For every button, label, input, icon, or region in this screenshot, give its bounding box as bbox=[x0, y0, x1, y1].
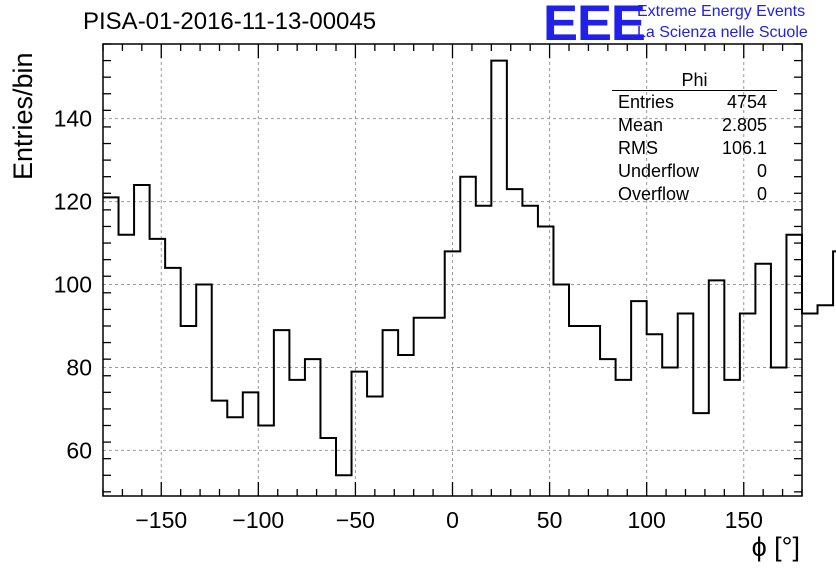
stats-label: Underflow bbox=[618, 161, 700, 181]
stats-value: 0 bbox=[756, 161, 767, 181]
histogram-bin bbox=[786, 235, 802, 496]
histogram-series bbox=[103, 59, 836, 477]
histogram-bin bbox=[134, 185, 150, 496]
stats-value: 2.805 bbox=[721, 115, 767, 135]
histogram-bin bbox=[212, 401, 228, 496]
logo-line-2: La Scienza nelle Scuole bbox=[637, 24, 808, 41]
histogram-bin bbox=[336, 475, 352, 496]
y-tick-label: 60 bbox=[66, 437, 92, 463]
stats-row: Mean 2.805 bbox=[612, 114, 777, 137]
stats-label: Overflow bbox=[618, 184, 690, 204]
histogram-bin bbox=[507, 189, 523, 496]
stats-row: RMS 106.1 bbox=[612, 137, 777, 160]
histogram-bin bbox=[631, 301, 647, 496]
stats-label: RMS bbox=[618, 138, 658, 158]
y-axis-label: Entries/bin bbox=[8, 52, 38, 180]
histogram-bin bbox=[320, 438, 336, 496]
x-tick-label: 50 bbox=[537, 507, 563, 533]
histogram-bin bbox=[274, 330, 290, 496]
stats-value: 4754 bbox=[726, 92, 767, 112]
histogram-bin bbox=[150, 239, 166, 496]
y-tick-label: 120 bbox=[54, 189, 92, 215]
stats-box: Phi Entries 4754 Mean 2.805 RMS 106.1 Un… bbox=[612, 69, 777, 206]
x-tick-label: 150 bbox=[725, 507, 763, 533]
x-tick-label: −50 bbox=[336, 507, 375, 533]
histogram-bin bbox=[227, 417, 243, 496]
histogram-bin bbox=[181, 326, 197, 496]
histogram-bin bbox=[460, 177, 476, 496]
stats-rule bbox=[612, 90, 777, 91]
x-tick-label: −100 bbox=[232, 507, 284, 533]
histogram-bin bbox=[802, 314, 818, 496]
histogram-bin bbox=[693, 413, 709, 496]
histogram-bin bbox=[491, 61, 507, 496]
stats-value: 106.1 bbox=[721, 138, 767, 158]
stats-name: Phi bbox=[681, 70, 708, 90]
stats-header: Phi bbox=[612, 69, 777, 91]
histogram-bin bbox=[243, 392, 259, 496]
histogram-bin bbox=[662, 367, 678, 496]
stats-label: Entries bbox=[618, 92, 675, 112]
histogram-bin bbox=[445, 251, 461, 496]
x-axis-label: ϕ [°] bbox=[751, 532, 800, 562]
histogram-bin bbox=[414, 318, 430, 496]
x-tick-label: 0 bbox=[446, 507, 459, 533]
histogram-bin bbox=[289, 380, 305, 496]
logo-line-1: Extreme Energy Events bbox=[637, 3, 806, 20]
stats-row: Overflow 0 bbox=[612, 183, 777, 206]
histogram-bin bbox=[196, 285, 212, 496]
histogram-bin bbox=[429, 318, 445, 496]
y-tick-label: 80 bbox=[66, 354, 92, 380]
histogram-bin bbox=[569, 326, 585, 496]
histogram-bin bbox=[709, 280, 725, 496]
histogram-bin bbox=[522, 206, 538, 496]
histogram-bin bbox=[476, 206, 492, 496]
stats-row: Entries 4754 bbox=[612, 91, 777, 114]
histogram-bin bbox=[258, 426, 274, 496]
eee-logo-mark: EEE bbox=[543, 0, 646, 51]
histogram-bin bbox=[103, 197, 119, 496]
histogram-bin bbox=[538, 226, 554, 496]
stats-value: 0 bbox=[756, 184, 767, 204]
histogram-bin bbox=[647, 334, 663, 496]
histogram-bin bbox=[818, 305, 834, 496]
histogram-bin bbox=[398, 355, 414, 496]
histogram-bin bbox=[383, 330, 399, 496]
x-tick-label: −150 bbox=[135, 507, 187, 533]
x-tick-label: 100 bbox=[627, 507, 665, 533]
histogram-bin bbox=[367, 396, 383, 496]
histogram-bin bbox=[616, 380, 632, 496]
histogram-bin bbox=[553, 285, 569, 496]
stats-row: Underflow 0 bbox=[612, 160, 777, 183]
histogram-bin bbox=[678, 314, 694, 496]
histogram-bin bbox=[755, 264, 771, 496]
y-tick-label: 100 bbox=[54, 272, 92, 298]
chart-title: PISA-01-2016-11-13-00045 bbox=[83, 8, 377, 35]
histogram-bin bbox=[165, 268, 181, 496]
histogram-bin bbox=[585, 326, 601, 496]
histogram-bin bbox=[600, 359, 616, 496]
histogram-bin bbox=[740, 314, 756, 496]
histogram-bin bbox=[305, 359, 321, 496]
stats-label: Mean bbox=[618, 115, 664, 135]
histogram-bin bbox=[352, 372, 368, 496]
histogram-bin bbox=[119, 235, 135, 496]
histogram-bin bbox=[771, 367, 787, 496]
histogram-bin bbox=[724, 380, 740, 496]
y-tick-label: 140 bbox=[54, 106, 92, 132]
